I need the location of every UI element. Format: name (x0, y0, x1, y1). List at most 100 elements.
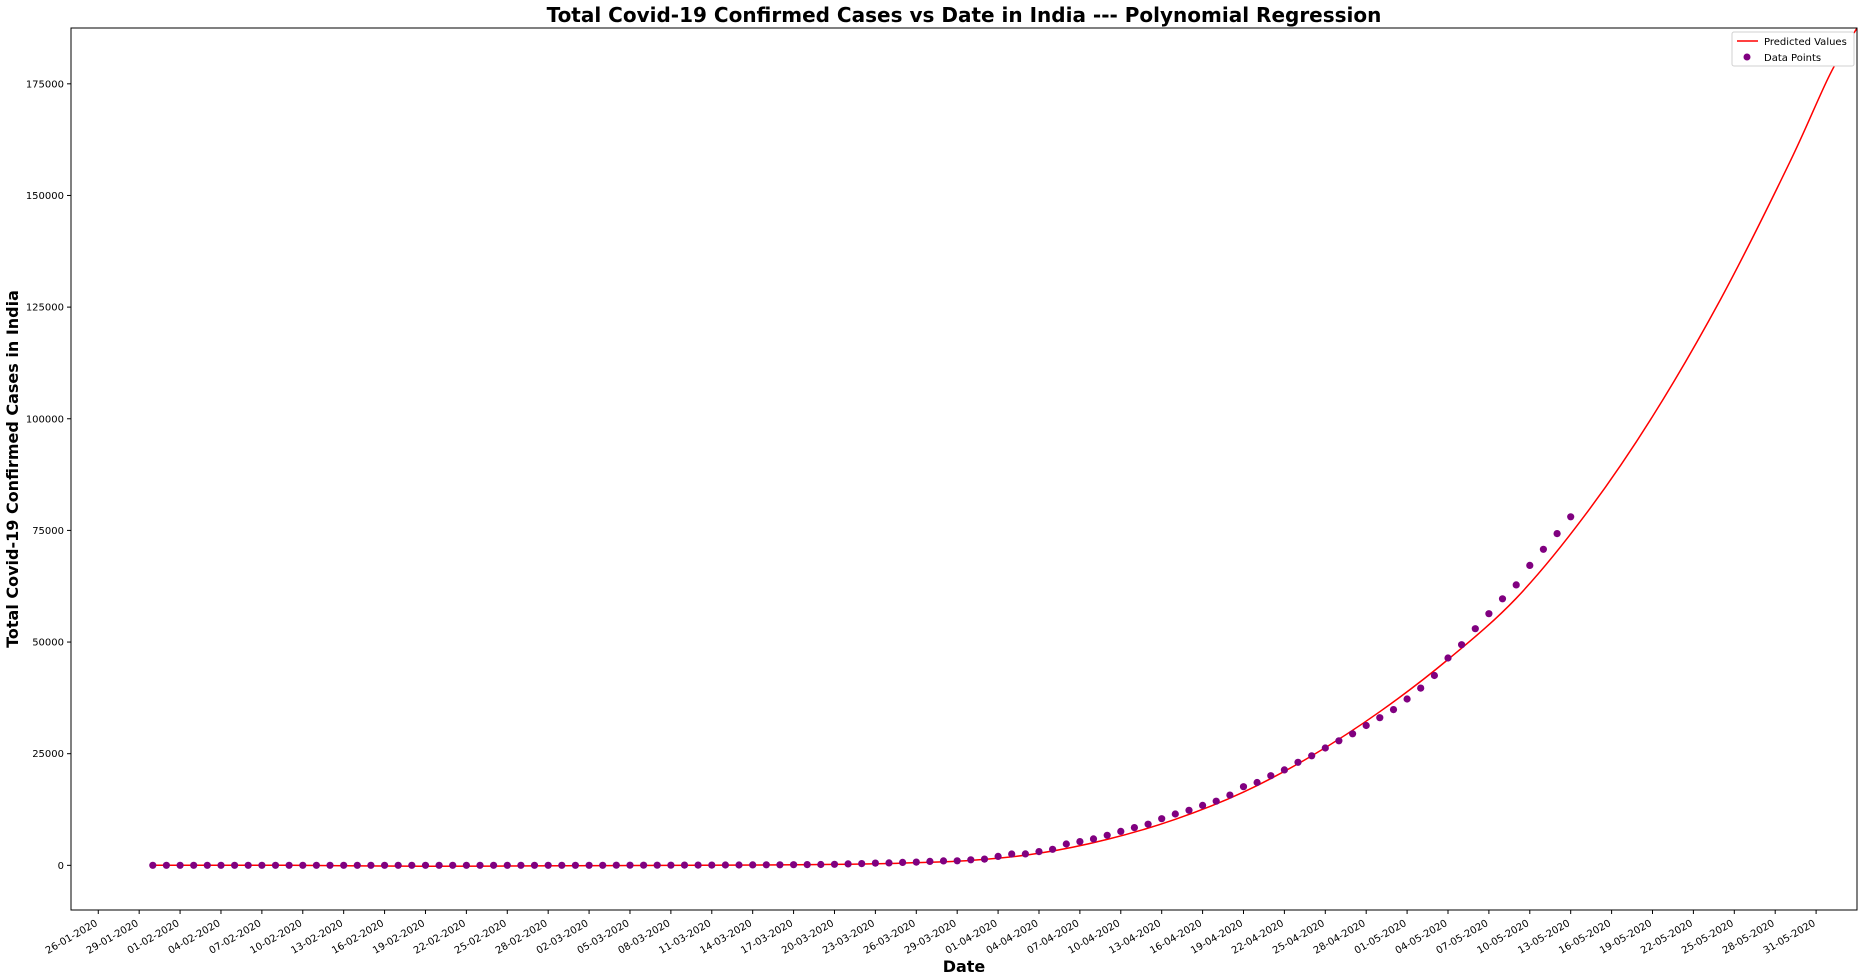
data-point (790, 861, 798, 869)
data-point (858, 860, 866, 868)
data-point (885, 859, 893, 867)
legend-box (1731, 31, 1855, 67)
chart-title: Total Covid-19 Confirmed Cases vs Date i… (547, 3, 1382, 27)
data-point (926, 857, 934, 866)
y-tick-label: 25000 (32, 749, 64, 760)
data-point (381, 861, 389, 869)
plot-frame (70, 27, 1858, 911)
data-point (1089, 835, 1098, 843)
data-point (1062, 840, 1070, 848)
legend: Predicted Values Data Points (1731, 31, 1855, 67)
data-point (612, 861, 620, 869)
data-point (1444, 654, 1452, 662)
data-point (1267, 772, 1275, 780)
data-point (1389, 706, 1398, 714)
y-axis-label: Total Covid-19 Confirmed Cases in India (3, 290, 22, 648)
data-point (1458, 641, 1466, 649)
y-tick-label: 150000 (26, 191, 64, 202)
y-tick-label: 75000 (32, 526, 64, 537)
y-axis: 0 25000 50000 75000 100000 125000 150000 175000 (26, 79, 71, 872)
data-point (530, 861, 539, 869)
data-point (762, 861, 770, 869)
data-point (326, 861, 334, 869)
data-point (476, 861, 484, 869)
data-point (1498, 595, 1507, 603)
data-point (939, 857, 948, 865)
data-point (1239, 783, 1248, 791)
legend-marker-data-points (1743, 53, 1751, 61)
data-point (353, 861, 361, 869)
predicted-values-line (152, 28, 1857, 867)
x-axis-label: Date (943, 957, 986, 976)
data-point (299, 861, 307, 869)
data-point (1280, 766, 1288, 774)
data-point (1553, 530, 1561, 538)
data-point (708, 861, 716, 869)
data-point (517, 861, 525, 869)
data-point (1035, 848, 1043, 856)
data-point (749, 861, 757, 869)
data-point (244, 861, 252, 869)
data-point (980, 855, 989, 863)
data-point (1539, 545, 1547, 553)
data-point (1185, 806, 1193, 814)
data-point (1512, 581, 1520, 589)
y-tick-label: 50000 (32, 638, 64, 649)
data-point (776, 861, 784, 869)
data-point (871, 859, 880, 867)
data-point (1526, 561, 1534, 570)
data-point (285, 861, 293, 869)
data-point (585, 861, 593, 869)
data-point (1403, 695, 1411, 703)
data-point (217, 861, 225, 869)
data-point (1349, 730, 1357, 738)
data-point (435, 861, 443, 869)
data-point (599, 861, 607, 869)
data-point (1226, 791, 1234, 799)
data-point (680, 861, 689, 869)
data-point (271, 861, 280, 869)
data-point (1212, 797, 1220, 805)
y-tick-label: 0 (58, 861, 64, 872)
data-point (1103, 831, 1111, 839)
data-point (544, 861, 552, 869)
data-point (1376, 714, 1384, 722)
data-point (312, 861, 320, 869)
data-point (1253, 778, 1261, 787)
y-tick-label: 175000 (26, 79, 64, 90)
data-point (231, 861, 239, 869)
data-point (626, 861, 634, 869)
data-point (190, 861, 198, 869)
data-point (1567, 513, 1575, 521)
data-point (1117, 827, 1125, 836)
data-point (558, 861, 566, 869)
data-point (953, 857, 961, 865)
data-point (421, 861, 430, 869)
y-tick-label: 125000 (26, 303, 64, 314)
data-point (967, 856, 975, 864)
legend-label-predicted: Predicted Values (1764, 37, 1847, 48)
data-point (1321, 744, 1329, 752)
data-point (1362, 721, 1370, 730)
data-point (844, 860, 852, 868)
data-point (503, 861, 511, 869)
data-point (258, 861, 266, 869)
data-point (408, 861, 416, 869)
data-point (1008, 850, 1016, 858)
data-point (1417, 684, 1425, 692)
data-point (203, 861, 211, 869)
data-point (653, 861, 661, 869)
data-point (462, 861, 470, 869)
data-point (1076, 838, 1084, 846)
data-point (1308, 752, 1316, 760)
data-point (1294, 758, 1302, 766)
data-point (1049, 845, 1057, 853)
data-point (490, 861, 498, 869)
data-point (1158, 815, 1166, 823)
data-point (162, 861, 170, 869)
data-point (1130, 824, 1138, 832)
data-point (1021, 850, 1029, 858)
data-point (803, 861, 811, 869)
